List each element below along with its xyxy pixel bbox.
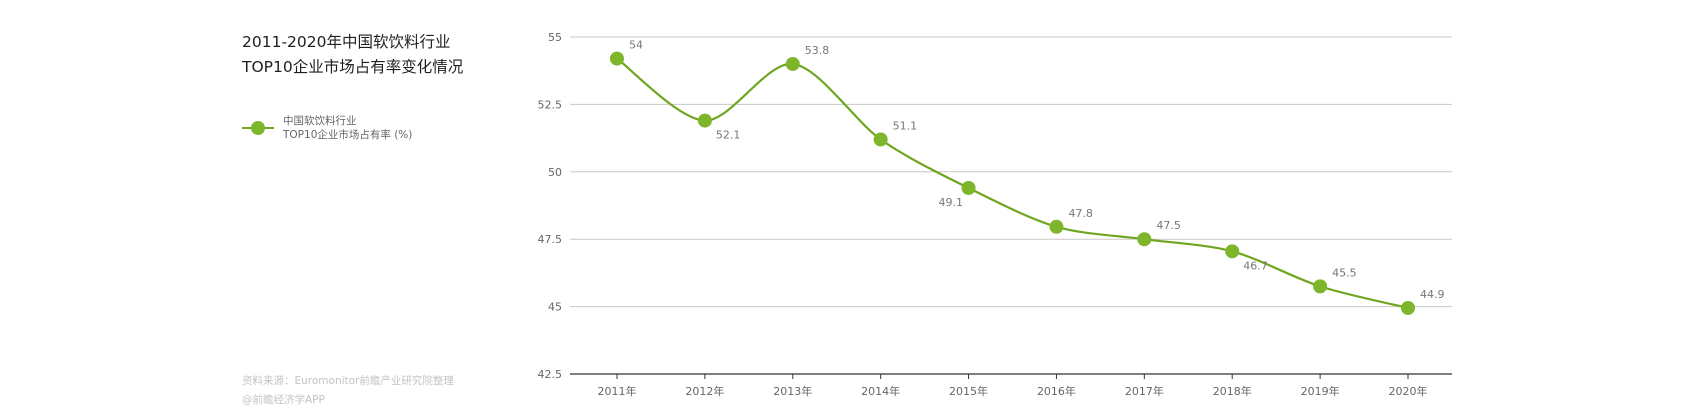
legend: 中国软饮料行业 TOP10企业市场占有率 (%) <box>242 114 412 142</box>
data-label: 46.7 <box>1243 259 1268 272</box>
legend-label-line-2: TOP10企业市场占有率 (%) <box>283 129 413 141</box>
data-point <box>1313 279 1328 294</box>
chart-title: 2011-2020年中国软饮料行业 TOP10企业市场占有率变化情况 <box>242 30 463 80</box>
data-label: 53.8 <box>805 44 830 57</box>
data-point <box>1137 232 1152 247</box>
data-label: 51.1 <box>893 119 918 132</box>
legend-label: 中国软饮料行业 TOP10企业市场占有率 (%) <box>283 114 412 142</box>
data-label: 47.5 <box>1156 219 1181 232</box>
x-tick-label: 2018年 <box>1213 384 1252 398</box>
x-tick-label: 2017年 <box>1125 384 1164 398</box>
chart-title-line-1: 2011-2020年中国软饮料行业 <box>242 33 451 51</box>
y-tick-label: 52.5 <box>538 98 563 111</box>
x-tick-label: 2012年 <box>685 384 724 398</box>
data-point <box>1049 219 1064 234</box>
data-label: 54 <box>629 39 643 52</box>
data-label: 45.5 <box>1332 266 1357 279</box>
source-note: 资料来源：Euromonitor前瞻产业研究院整理 @前瞻经济学APP <box>242 372 454 410</box>
y-tick-label: 42.5 <box>538 368 563 381</box>
x-tick-label: 2011年 <box>598 384 637 398</box>
y-tick-label: 47.5 <box>538 233 563 246</box>
x-tick-label: 2015年 <box>949 384 988 398</box>
y-tick-label: 55 <box>548 31 562 44</box>
legend-label-line-1: 中国软饮料行业 <box>283 115 357 127</box>
x-tick-label: 2019年 <box>1301 384 1340 398</box>
data-point <box>697 113 712 128</box>
series-line <box>616 57 1409 310</box>
data-label: 52.1 <box>716 129 741 142</box>
data-point <box>610 51 624 66</box>
x-tick-label: 2016年 <box>1037 384 1076 398</box>
y-tick-label: 45 <box>548 301 562 314</box>
data-label: 49.1 <box>939 196 964 209</box>
data-point <box>1401 300 1415 315</box>
data-point <box>785 56 800 71</box>
x-tick-label: 2013年 <box>773 384 812 398</box>
data-point <box>961 180 976 195</box>
x-tick-label: 2020年 <box>1389 384 1428 398</box>
source-line-1: 资料来源：Euromonitor前瞻产业研究院整理 <box>242 375 454 387</box>
legend-line-marker-icon <box>242 121 274 135</box>
data-label: 47.8 <box>1068 207 1093 220</box>
x-tick-label: 2014年 <box>861 384 900 398</box>
y-tick-label: 50 <box>548 166 562 179</box>
data-point <box>873 132 888 147</box>
source-line-2: @前瞻经济学APP <box>242 394 325 406</box>
data-label: 44.9 <box>1420 288 1445 301</box>
chart-title-line-2: TOP10企业市场占有率变化情况 <box>242 58 464 76</box>
data-point <box>1225 244 1240 259</box>
